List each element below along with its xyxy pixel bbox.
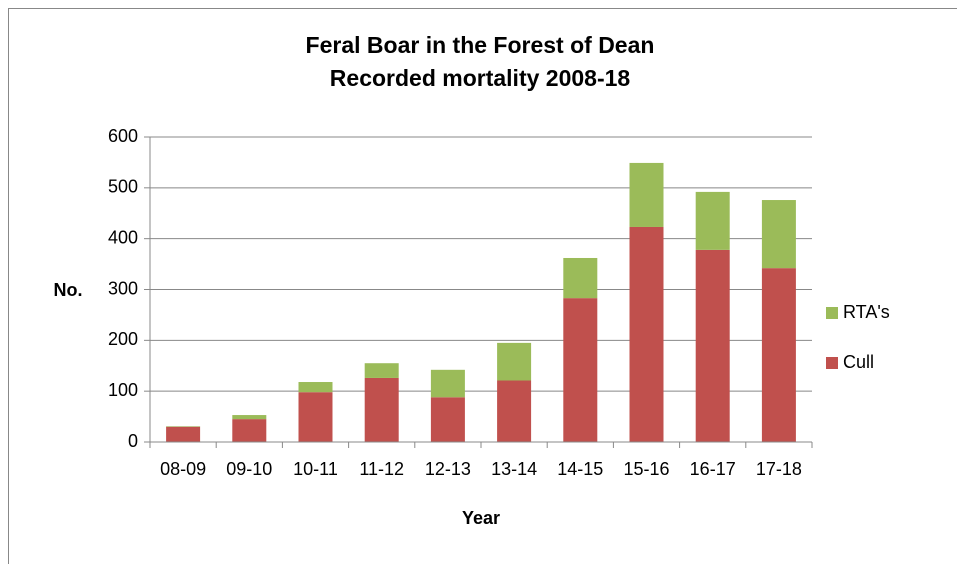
bar-segment bbox=[497, 342, 532, 381]
x-tick-label: 08-09 bbox=[160, 459, 206, 479]
bar-segment bbox=[232, 419, 267, 442]
bar-segment bbox=[761, 200, 796, 269]
legend-label: Cull bbox=[843, 352, 874, 372]
x-tick-label: 13-14 bbox=[491, 459, 537, 479]
bar-segment bbox=[430, 369, 465, 398]
chart-subtitle: Recorded mortality 2008-18 bbox=[330, 65, 631, 91]
y-tick-label: 300 bbox=[108, 278, 138, 298]
x-tick-label: 12-13 bbox=[425, 459, 471, 479]
bar-segment bbox=[364, 377, 399, 442]
bar-segment bbox=[563, 298, 598, 442]
x-tick-label: 11-12 bbox=[359, 459, 404, 479]
x-tick-label: 09-10 bbox=[226, 459, 272, 479]
x-tick-label: 17-18 bbox=[756, 459, 802, 479]
legend-swatch bbox=[826, 357, 838, 369]
y-tick-label: 600 bbox=[108, 126, 138, 146]
bar-segment bbox=[430, 397, 465, 442]
legend-swatch bbox=[826, 307, 838, 319]
bar-segment bbox=[497, 380, 532, 442]
bar-segment bbox=[695, 249, 730, 442]
bar-segment bbox=[364, 363, 399, 378]
bar-segment bbox=[166, 426, 201, 427]
bar-segment bbox=[232, 415, 267, 420]
legend-label: RTA's bbox=[843, 302, 890, 322]
bar-segment bbox=[298, 382, 333, 393]
x-tick-label: 15-16 bbox=[623, 459, 669, 479]
bar-segment bbox=[695, 191, 730, 250]
y-tick-label: 0 bbox=[128, 431, 138, 451]
bar-segment bbox=[761, 268, 796, 442]
x-tick-label: 10-11 bbox=[293, 459, 338, 479]
y-tick-label: 100 bbox=[108, 380, 138, 400]
bar-segment bbox=[166, 426, 201, 442]
x-tick-label: 16-17 bbox=[690, 459, 736, 479]
y-tick-label: 500 bbox=[108, 177, 138, 197]
y-axis-title: No. bbox=[54, 280, 83, 300]
chart-border bbox=[8, 8, 957, 564]
bar-segment bbox=[629, 226, 664, 442]
y-tick-label: 200 bbox=[108, 329, 138, 349]
y-tick-label: 400 bbox=[108, 227, 138, 247]
bar-segment bbox=[298, 392, 333, 442]
x-tick-label: 14-15 bbox=[557, 459, 603, 479]
bar-segment bbox=[563, 257, 598, 299]
x-axis-title: Year bbox=[462, 508, 500, 528]
chart-title: Feral Boar in the Forest of Dean bbox=[306, 32, 655, 58]
bar-segment bbox=[629, 162, 664, 227]
